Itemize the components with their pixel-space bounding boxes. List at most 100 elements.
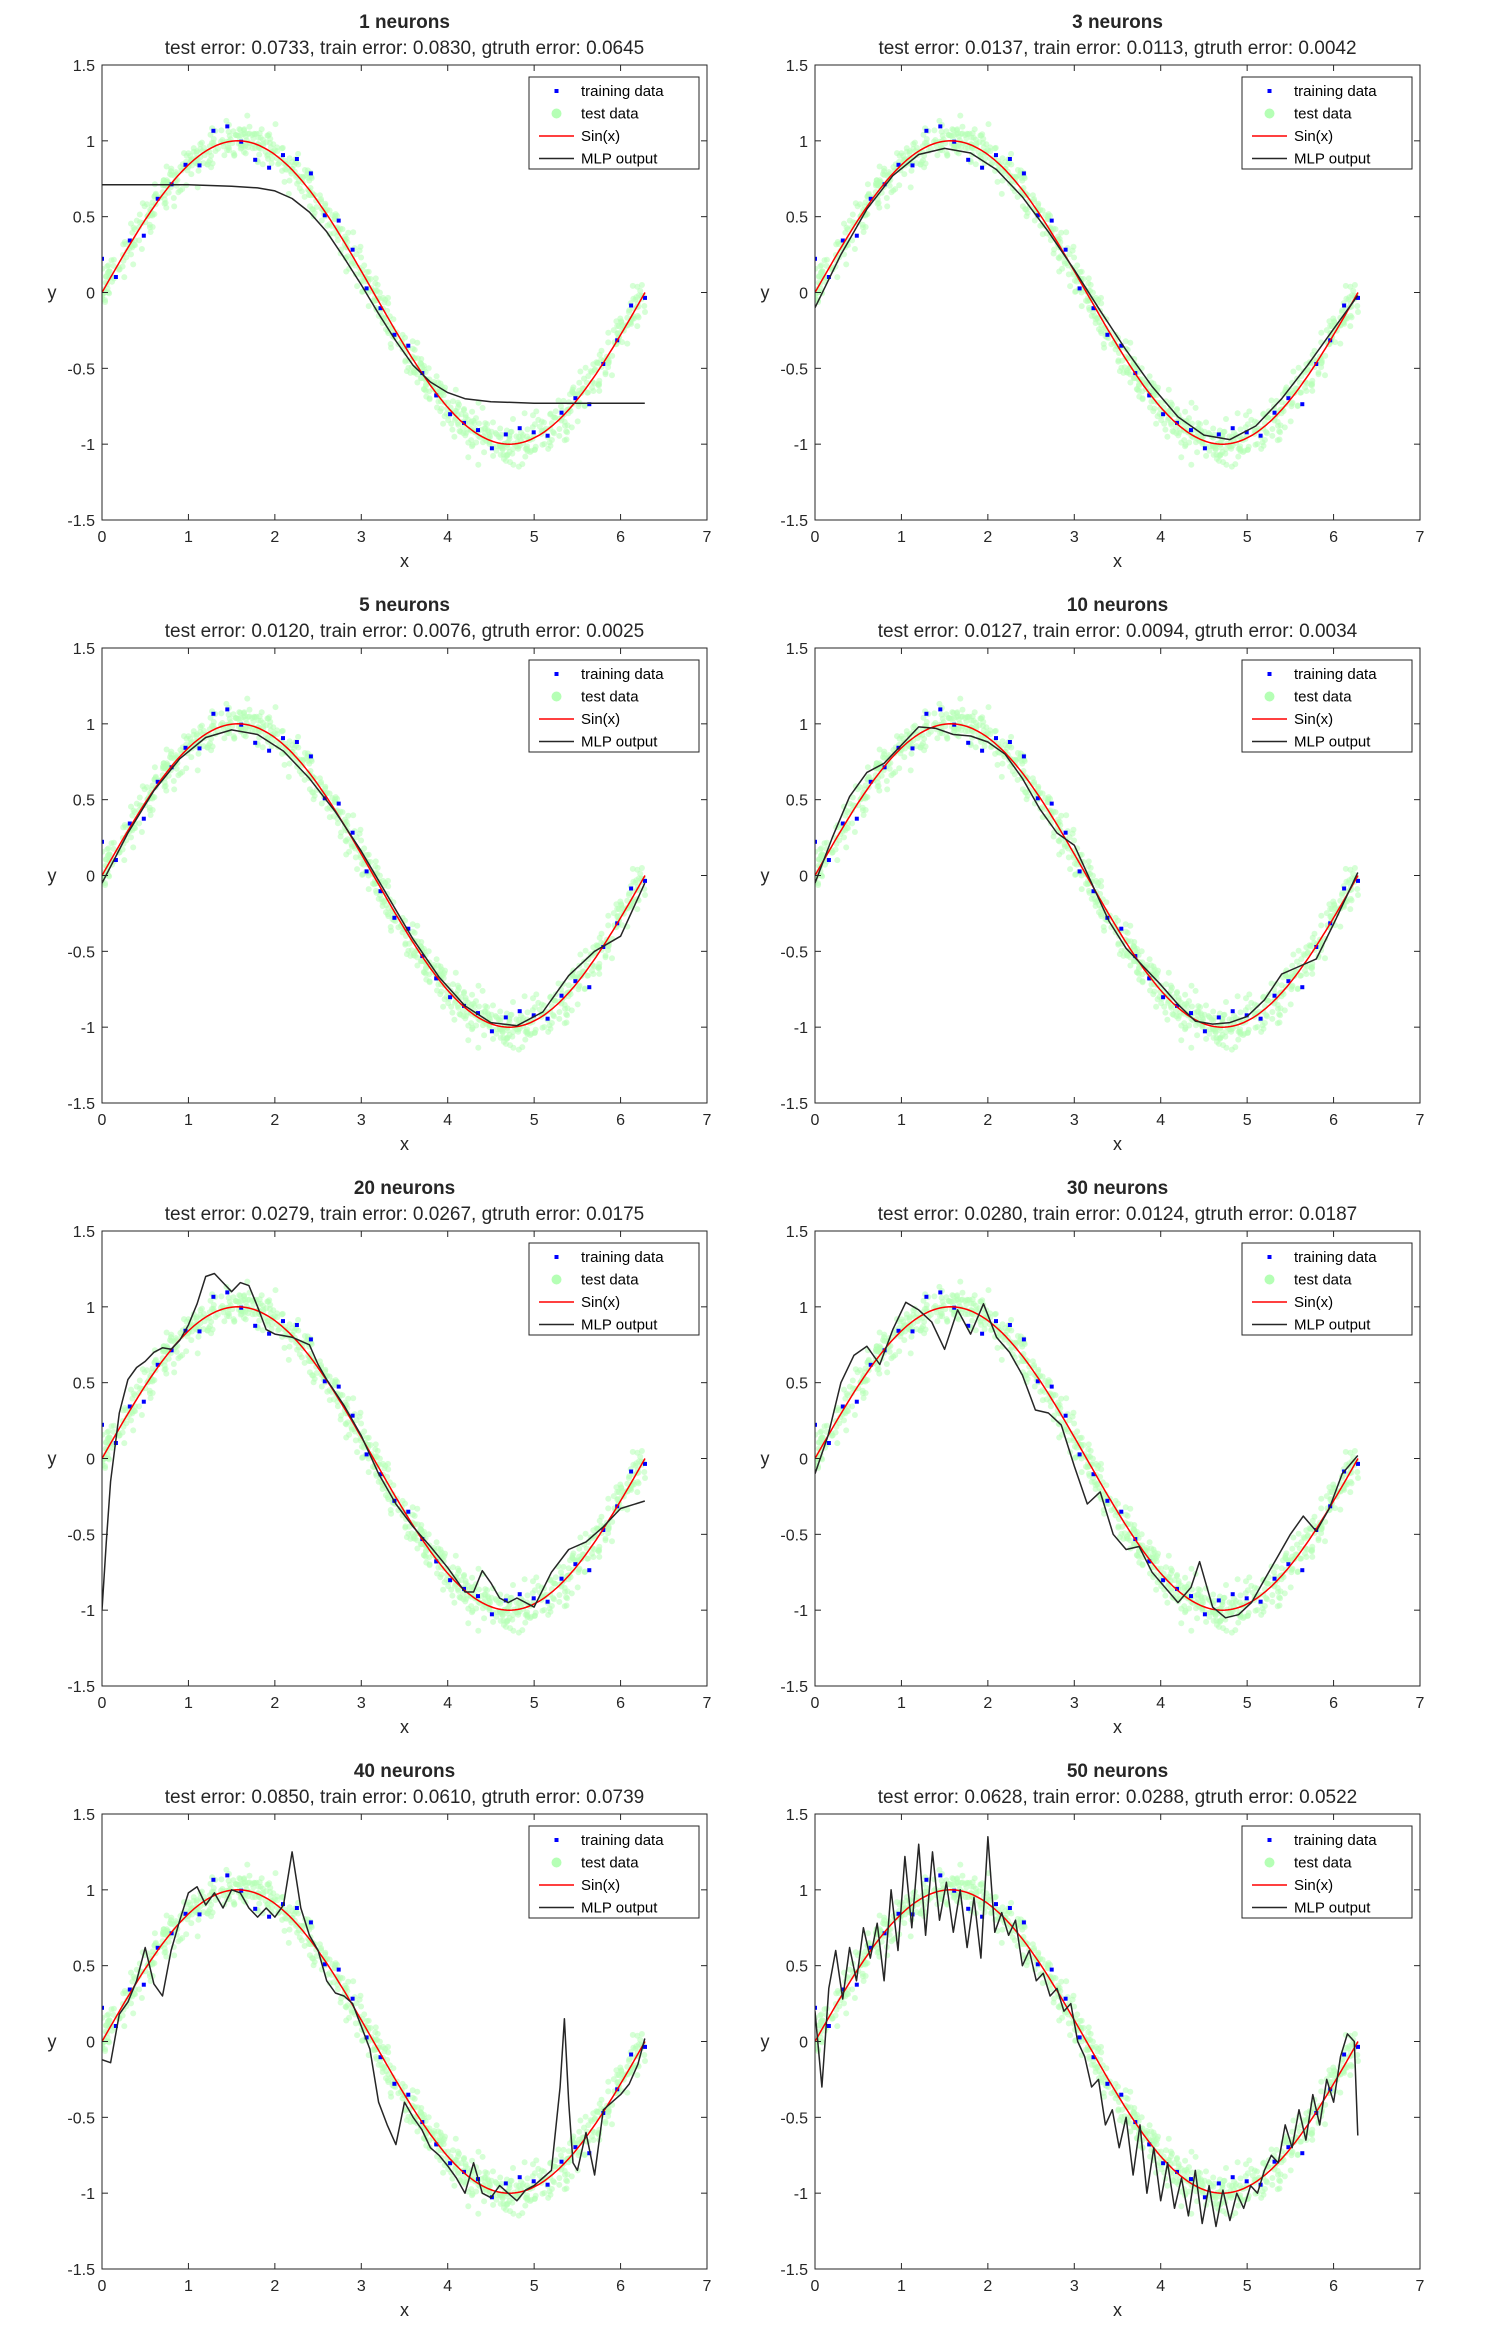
training-data-point [938, 124, 943, 129]
y-tick-label: -1 [81, 1020, 95, 1037]
test-data-point [388, 1510, 395, 1517]
test-data-point [408, 947, 415, 954]
test-data-point [903, 728, 910, 735]
test-data-point [878, 772, 885, 779]
test-data-point [531, 1612, 538, 1619]
test-data-point [530, 1578, 536, 1585]
test-data-point [1158, 417, 1165, 424]
test-data-point [1195, 1008, 1202, 1015]
test-data-point [849, 794, 856, 801]
test-data-point [1089, 872, 1096, 879]
test-data-point [359, 288, 366, 295]
training-data-point [587, 402, 592, 407]
test-data-point [224, 1309, 231, 1316]
test-data-point [574, 1584, 581, 1591]
test-data-point [294, 180, 301, 187]
training-data-point [545, 1016, 550, 1021]
chart-title: 5 neurons [359, 595, 450, 616]
test-data-point [1242, 1007, 1249, 1014]
training-data-point [573, 396, 578, 401]
test-data-point [412, 1535, 418, 1542]
test-data-point [487, 1599, 494, 1606]
test-data-point [482, 430, 489, 437]
x-tick-label: 6 [616, 1695, 625, 1712]
training-data-point [267, 165, 272, 170]
test-data-point [149, 782, 156, 789]
test-data-point [1014, 193, 1021, 200]
test-data-point [1192, 404, 1199, 411]
test-data-point [1130, 958, 1137, 965]
test-data-point [934, 735, 941, 742]
test-data-point [361, 1428, 368, 1435]
test-data-point [492, 1596, 499, 1602]
test-data-point [901, 754, 908, 761]
test-data-point [373, 889, 380, 896]
training-data-point [545, 433, 550, 438]
test-data-point [259, 744, 266, 751]
test-data-point [165, 762, 171, 769]
test-data-point [494, 443, 501, 450]
test-data-point [177, 187, 184, 194]
test-data-point [414, 339, 421, 346]
test-data-point [590, 388, 597, 394]
test-data-point [931, 127, 938, 134]
training-data-point [406, 343, 411, 348]
training-data-point [294, 740, 299, 744]
training-data-point [392, 915, 397, 920]
test-data-point [972, 744, 979, 751]
training-data-point [1007, 157, 1012, 161]
test-data-point [864, 181, 871, 188]
test-data-point [445, 399, 451, 406]
test-data-point [152, 190, 159, 197]
test-data-point [133, 217, 140, 224]
y-tick-label: 0 [86, 286, 95, 303]
test-data-point [493, 1613, 500, 1620]
test-data-point [194, 767, 201, 774]
test-data-point [451, 433, 458, 440]
test-data-point [1322, 955, 1328, 962]
test-data-point [1078, 886, 1085, 893]
test-data-point [231, 152, 238, 159]
test-data-point [498, 1014, 505, 1021]
test-data-point [497, 425, 504, 432]
test-data-point [417, 958, 424, 965]
test-data-point [625, 892, 632, 898]
test-data-point [244, 695, 251, 702]
test-data-point [1210, 425, 1217, 432]
test-data-point [591, 1546, 598, 1553]
test-data-point [556, 1009, 563, 1015]
test-data-point [423, 976, 430, 983]
test-data-point [515, 1028, 522, 1035]
test-data-point [1014, 776, 1021, 783]
training-data-point [448, 1578, 453, 1583]
legend-label: Sin(x) [1294, 128, 1333, 145]
test-data-point [409, 338, 416, 345]
test-data-point [497, 1008, 504, 1015]
training-data-point [183, 745, 188, 750]
test-data-point [522, 1036, 529, 1043]
training-data-point [183, 162, 188, 167]
training-data-point [1063, 247, 1068, 252]
training-data-point [1007, 740, 1012, 744]
test-data-point [1101, 927, 1108, 934]
test-data-point [152, 1356, 159, 1363]
test-data-point [168, 1338, 175, 1344]
test-data-point [250, 135, 257, 142]
legend-label: MLP output [581, 151, 658, 168]
test-data-point [313, 1370, 320, 1376]
test-data-point [249, 145, 256, 152]
test-data-point [171, 203, 178, 210]
test-data-point [885, 169, 892, 176]
test-data-point [1165, 969, 1172, 976]
training-data-point [531, 430, 536, 435]
training-data-point [938, 707, 943, 712]
test-data-point [104, 263, 111, 270]
test-data-point [1050, 808, 1057, 815]
test-data-point [1009, 185, 1016, 192]
test-data-point [240, 725, 247, 732]
test-data-point [1144, 382, 1151, 389]
test-data-point [1315, 371, 1322, 378]
test-data-point [963, 718, 970, 725]
test-data-point [939, 132, 946, 139]
test-data-point [414, 1505, 421, 1512]
